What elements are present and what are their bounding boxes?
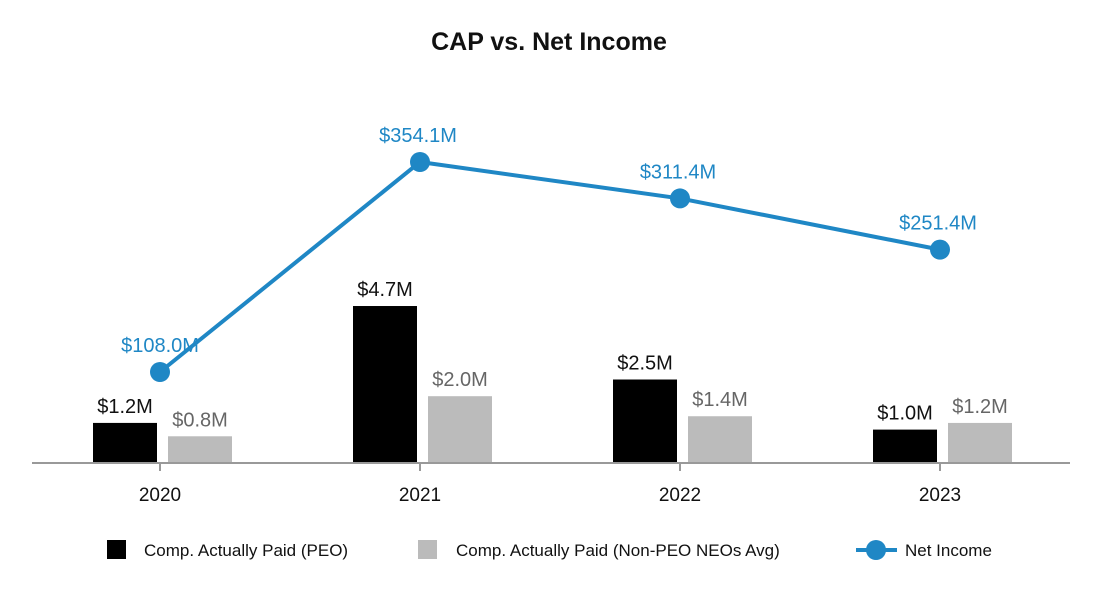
net-income-point-2020 bbox=[150, 362, 170, 382]
net-income-line-layer bbox=[150, 152, 950, 382]
bar-label-peo-2022: $2.5M bbox=[617, 353, 673, 375]
bar-peo-2021 bbox=[353, 306, 417, 463]
x-tick-label-2020: 2020 bbox=[139, 485, 181, 506]
bar-peo-2020 bbox=[93, 422, 157, 463]
bar-peo-2022 bbox=[613, 379, 677, 463]
bar-label-peo-2020: $1.2M bbox=[97, 396, 153, 418]
x-axis: 2020 2021 2022 2023 bbox=[32, 462, 1070, 506]
bar-label-non-peo-2022: $1.4M bbox=[692, 389, 748, 411]
x-tick-label-2021: 2021 bbox=[399, 485, 441, 506]
legend-label-peo: Comp. Actually Paid (PEO) bbox=[144, 541, 348, 560]
data-labels-layer: $1.2M $0.8M $4.7M $2.0M $2.5M $1.4M $1.0M $1.2M… bbox=[97, 125, 1008, 431]
bar-non-peo-2022 bbox=[688, 416, 752, 463]
legend-swatch-peo bbox=[107, 540, 126, 559]
bar-peo-2023 bbox=[873, 429, 937, 463]
bar-label-non-peo-2020: $0.8M bbox=[172, 409, 228, 431]
net-income-point-2023 bbox=[930, 239, 950, 260]
bar-non-peo-2021 bbox=[428, 396, 492, 463]
bar-non-peo-2020 bbox=[168, 436, 232, 463]
net-income-label-2022: $311.4M bbox=[640, 161, 716, 183]
net-income-line bbox=[158, 159, 941, 374]
bars-layer bbox=[93, 306, 1012, 463]
bar-label-peo-2021: $4.7M bbox=[357, 279, 413, 301]
legend-label-net-income: Net Income bbox=[905, 541, 992, 560]
legend-marker-net-income bbox=[866, 540, 886, 560]
bar-label-non-peo-2021: $2.0M bbox=[432, 369, 488, 391]
chart-title: CAP vs. Net Income bbox=[431, 28, 667, 56]
bar-non-peo-2023 bbox=[948, 422, 1012, 463]
bar-label-peo-2023: $1.0M bbox=[877, 403, 933, 425]
net-income-point-2022 bbox=[670, 188, 690, 209]
legend-label-non-peo: Comp. Actually Paid (Non-PEO NEOs Avg) bbox=[456, 541, 780, 560]
x-tick-label-2023: 2023 bbox=[919, 485, 961, 506]
net-income-point-2021 bbox=[410, 152, 430, 172]
legend: Comp. Actually Paid (PEO) Comp. Actually … bbox=[107, 540, 992, 560]
net-income-label-2021: $354.1M bbox=[379, 125, 457, 147]
net-income-label-2023: $251.4M bbox=[899, 213, 977, 235]
x-tick-label-2022: 2022 bbox=[659, 485, 701, 506]
net-income-label-2020: $108.0M bbox=[121, 335, 199, 357]
bar-label-non-peo-2023: $1.2M bbox=[952, 396, 1008, 418]
legend-swatch-non-peo bbox=[418, 540, 437, 559]
